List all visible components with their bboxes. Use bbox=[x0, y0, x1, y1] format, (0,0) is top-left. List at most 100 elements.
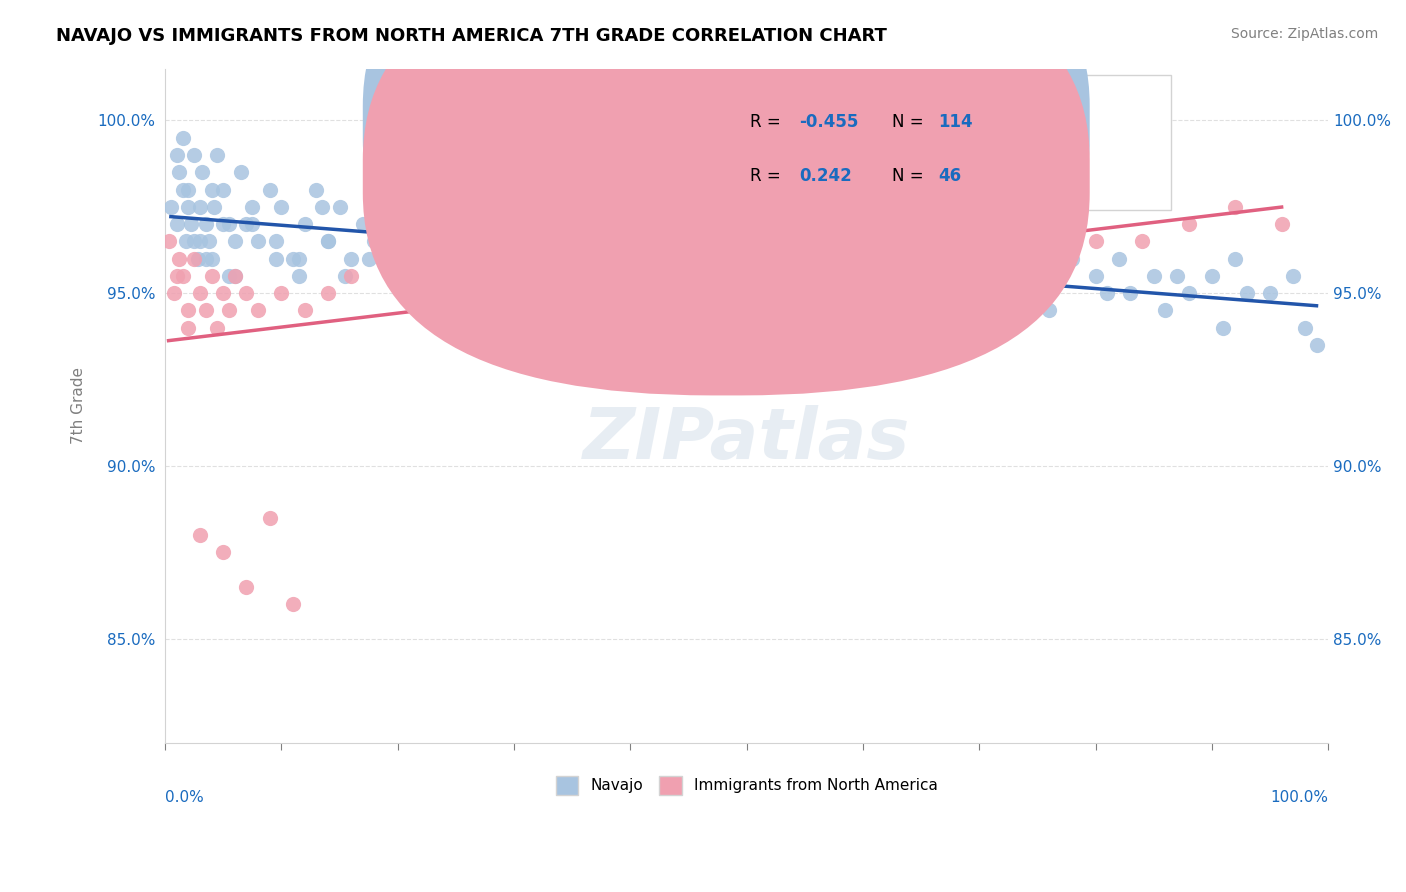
Point bbox=[665, 235, 688, 249]
Text: 0.242: 0.242 bbox=[799, 168, 852, 186]
Point bbox=[643, 252, 665, 266]
Point bbox=[1038, 252, 1060, 266]
Point bbox=[183, 235, 205, 249]
Point bbox=[281, 252, 304, 266]
Point bbox=[188, 235, 211, 249]
Point bbox=[409, 235, 432, 249]
Point bbox=[863, 286, 886, 301]
Point bbox=[177, 320, 200, 334]
Point bbox=[1095, 286, 1118, 301]
Point bbox=[1049, 268, 1071, 283]
Point bbox=[747, 286, 769, 301]
Point bbox=[1223, 252, 1246, 266]
Point bbox=[561, 268, 583, 283]
Point bbox=[235, 217, 257, 231]
Point bbox=[583, 286, 606, 301]
Point bbox=[200, 252, 222, 266]
Text: -0.455: -0.455 bbox=[799, 113, 858, 131]
Point bbox=[793, 252, 815, 266]
Point bbox=[770, 286, 793, 301]
Point bbox=[207, 320, 229, 334]
Point bbox=[335, 268, 357, 283]
Point bbox=[444, 235, 467, 249]
Point bbox=[163, 286, 186, 301]
Point bbox=[387, 252, 409, 266]
Point bbox=[759, 200, 782, 214]
Point bbox=[991, 252, 1014, 266]
Point bbox=[191, 165, 214, 179]
Text: N =: N = bbox=[891, 168, 929, 186]
Point bbox=[1002, 286, 1025, 301]
Point bbox=[177, 200, 200, 214]
Point bbox=[174, 235, 197, 249]
Point bbox=[631, 286, 654, 301]
Point bbox=[456, 286, 478, 301]
Point bbox=[235, 580, 257, 594]
Point bbox=[1062, 252, 1084, 266]
Point bbox=[689, 268, 711, 283]
Point bbox=[503, 252, 526, 266]
Point bbox=[852, 217, 875, 231]
Point bbox=[1166, 268, 1188, 283]
Point bbox=[526, 268, 548, 283]
Point bbox=[212, 217, 235, 231]
Text: ZIPatlas: ZIPatlas bbox=[583, 405, 910, 474]
Point bbox=[340, 252, 363, 266]
Point bbox=[515, 268, 537, 283]
Point bbox=[316, 235, 339, 249]
Point bbox=[1119, 286, 1142, 301]
Point bbox=[259, 511, 281, 525]
Point bbox=[619, 200, 641, 214]
Point bbox=[479, 252, 502, 266]
FancyBboxPatch shape bbox=[363, 0, 1090, 395]
Point bbox=[1305, 338, 1327, 352]
Point bbox=[910, 268, 932, 283]
Point bbox=[202, 200, 225, 214]
Point bbox=[240, 217, 263, 231]
Point bbox=[468, 268, 491, 283]
Point bbox=[240, 200, 263, 214]
Point bbox=[218, 268, 240, 283]
Point bbox=[212, 182, 235, 196]
Point bbox=[967, 286, 990, 301]
Point bbox=[183, 252, 205, 266]
Point bbox=[1130, 235, 1153, 249]
Point bbox=[305, 182, 328, 196]
Point bbox=[167, 165, 190, 179]
Point bbox=[316, 286, 339, 301]
Point bbox=[212, 286, 235, 301]
Point bbox=[387, 182, 409, 196]
Point bbox=[259, 182, 281, 196]
Point bbox=[363, 235, 385, 249]
Point bbox=[980, 303, 1002, 318]
Point bbox=[1271, 217, 1294, 231]
Point bbox=[817, 268, 839, 283]
Text: 0.0%: 0.0% bbox=[165, 789, 204, 805]
Point bbox=[678, 217, 700, 231]
Text: 46: 46 bbox=[939, 168, 962, 186]
Point bbox=[1201, 268, 1223, 283]
Point bbox=[479, 200, 502, 214]
Point bbox=[294, 217, 316, 231]
Point bbox=[316, 235, 339, 249]
Point bbox=[526, 252, 548, 266]
Point bbox=[921, 286, 943, 301]
Point bbox=[852, 252, 875, 266]
Point bbox=[270, 286, 292, 301]
Point bbox=[654, 268, 676, 283]
Point bbox=[1236, 286, 1258, 301]
Text: N =: N = bbox=[891, 113, 929, 131]
FancyBboxPatch shape bbox=[683, 75, 1171, 211]
Point bbox=[194, 303, 217, 318]
Point bbox=[1038, 303, 1060, 318]
Point bbox=[224, 235, 246, 249]
Y-axis label: 7th Grade: 7th Grade bbox=[72, 367, 86, 444]
Point bbox=[160, 200, 183, 214]
Point bbox=[887, 286, 910, 301]
Text: 100.0%: 100.0% bbox=[1270, 789, 1329, 805]
Point bbox=[1177, 286, 1199, 301]
Point bbox=[264, 252, 287, 266]
Point bbox=[1143, 268, 1166, 283]
Point bbox=[1212, 320, 1234, 334]
Point bbox=[224, 268, 246, 283]
